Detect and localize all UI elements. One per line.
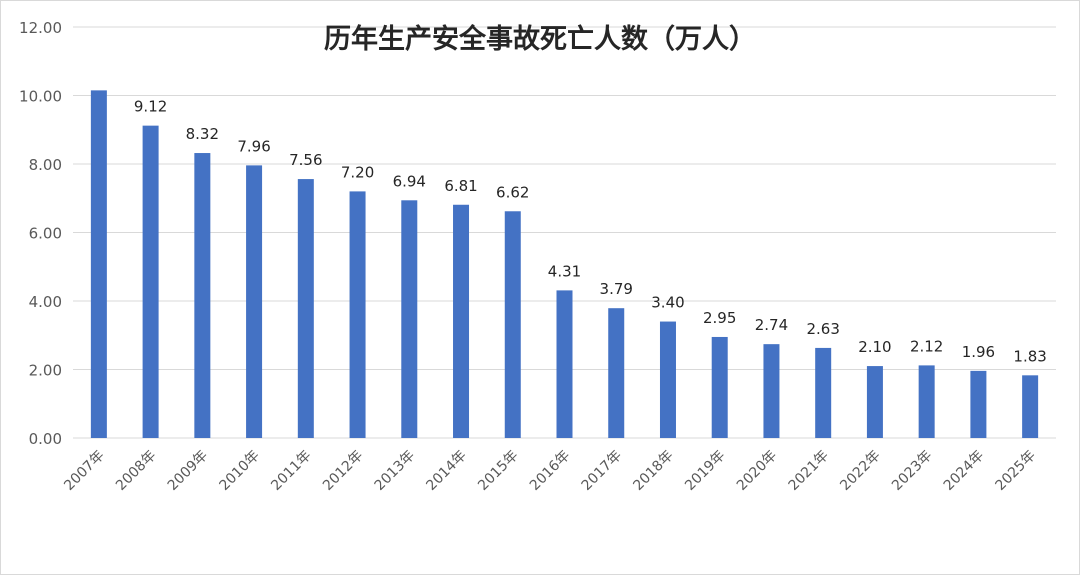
x-tick-label: 2017年 — [579, 448, 625, 494]
data-label: 1.83 — [1013, 347, 1046, 365]
bar-2011年 — [297, 179, 314, 438]
x-tick-label: 2013年 — [372, 448, 418, 494]
chart-title: 历年生产安全事故死亡人数（万人） — [324, 23, 756, 55]
bar-2020年 — [763, 344, 780, 438]
bar-2024年 — [970, 370, 987, 438]
bar-2015年 — [504, 211, 521, 438]
data-label: 2.10 — [858, 338, 891, 356]
bar-2022年 — [866, 366, 883, 438]
bar-2018年 — [659, 321, 676, 438]
bar-2021年 — [815, 347, 832, 438]
y-tick-label: 6.00 — [29, 225, 62, 243]
data-label: 7.96 — [237, 137, 270, 155]
data-label: 4.31 — [548, 262, 581, 280]
bar-2007年 — [90, 90, 107, 439]
data-label: 3.79 — [600, 280, 633, 298]
data-label: 2.74 — [755, 316, 788, 334]
x-tick-label: 2022年 — [837, 448, 883, 494]
data-label: 1.96 — [962, 343, 995, 361]
x-tick-label: 2015年 — [475, 448, 521, 494]
x-tick-label: 2020年 — [734, 448, 780, 494]
bar-2016年 — [556, 290, 573, 438]
bar-2019年 — [711, 336, 728, 438]
bar-2017年 — [608, 308, 625, 438]
data-label: 2.63 — [806, 320, 839, 338]
x-tick-label: 2008年 — [113, 448, 159, 494]
bars — [90, 90, 1039, 439]
data-label: 2.95 — [703, 309, 736, 327]
x-tick-label: 2016年 — [527, 448, 573, 494]
bar-2010年 — [246, 165, 263, 438]
x-tick-label: 2024年 — [941, 448, 987, 494]
x-tick-label: 2018年 — [630, 448, 676, 494]
bar-2012年 — [349, 191, 366, 438]
data-label: 7.56 — [289, 151, 322, 169]
data-label: 3.40 — [651, 294, 684, 312]
y-tick-label: 8.00 — [29, 156, 62, 174]
x-tick-label: 2010年 — [216, 448, 262, 494]
x-tick-label: 2012年 — [320, 448, 366, 494]
x-tick-label: 2019年 — [682, 448, 728, 494]
y-tick-label: 2.00 — [29, 362, 62, 380]
bar-2025年 — [1022, 375, 1039, 438]
y-tick-label: 0.00 — [29, 430, 62, 448]
data-label: 9.12 — [134, 98, 167, 116]
y-tick-label: 12.00 — [19, 19, 62, 37]
x-tick-label: 2021年 — [786, 448, 832, 494]
bar-2023年 — [918, 365, 935, 438]
x-tick-label: 2014年 — [423, 448, 469, 494]
y-tick-label: 4.00 — [29, 293, 62, 311]
y-tick-label: 10.00 — [19, 88, 62, 106]
x-tick-label: 2025年 — [993, 448, 1039, 494]
data-label: 7.20 — [341, 163, 374, 181]
bar-2014年 — [453, 204, 470, 438]
bar-2013年 — [401, 200, 418, 438]
x-axis-ticks: 2007年 2008年 2009年 2010年 2011年 2012年 2013年 2014年… — [61, 448, 1039, 494]
data-label: 2.12 — [910, 337, 943, 355]
bar-2009年 — [194, 153, 211, 439]
gridlines — [73, 26, 1056, 439]
x-tick-label: 2009年 — [165, 448, 211, 494]
data-label: 6.94 — [393, 172, 426, 190]
x-tick-label: 2011年 — [268, 448, 314, 494]
data-label: 8.32 — [186, 125, 219, 143]
data-label: 6.62 — [496, 183, 529, 201]
x-tick-label: 2023年 — [889, 448, 935, 494]
y-axis-ticks: 0.00 2.00 4.00 6.00 8.00 10.00 12.00 — [19, 19, 62, 448]
bar-2008年 — [142, 125, 159, 438]
data-labels: 9.12 8.32 7.96 7.56 7.20 6.94 6.81 6.62 4.31 3.79… — [134, 98, 1047, 366]
data-label: 6.81 — [444, 177, 477, 195]
x-tick-label: 2007年 — [61, 448, 107, 494]
